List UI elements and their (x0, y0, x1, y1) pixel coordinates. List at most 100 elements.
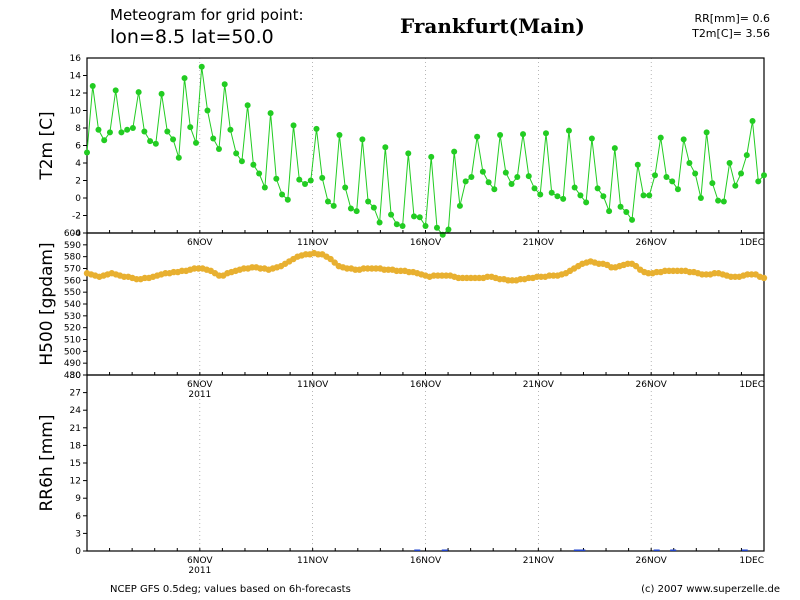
t2m-point (227, 126, 234, 133)
t2m-point (405, 150, 412, 157)
y-tick-label: 580 (64, 253, 81, 263)
t2m-point (451, 148, 458, 155)
x-tick-label: 26NOV (636, 380, 668, 390)
rr-summary: RR[mm]= 0.6 (694, 12, 770, 25)
t2m-point (738, 170, 745, 177)
x-tick-label: 11NOV (297, 556, 329, 566)
t2m-point (623, 209, 630, 215)
t2m-point (238, 158, 245, 165)
t2m-point (164, 128, 171, 135)
x-tick-label: 21NOV (523, 556, 555, 566)
y-tick-label: 21 (70, 424, 81, 434)
y-tick-label: 480 (64, 371, 81, 381)
x-tick-label: 1DEC (739, 238, 764, 248)
t2m-point (514, 174, 521, 180)
t2m-point (663, 174, 670, 180)
t2m-point (250, 161, 257, 168)
t2m-point (393, 221, 400, 228)
rr-bar (579, 549, 586, 551)
panel-frame (86, 374, 765, 552)
y-tick-label: 590 (64, 241, 81, 251)
place-title: Frankfurt(Main) (400, 14, 585, 38)
x-tick-label: 6NOV (187, 238, 213, 248)
y-axis-label: H500 [gpdam] (37, 242, 57, 365)
t2m-point (732, 182, 739, 189)
t2m-point (462, 178, 469, 185)
y-tick-label: 560 (64, 276, 81, 286)
y-tick-label: 15 (70, 459, 81, 469)
t2m-point (210, 135, 217, 142)
h500-point (760, 274, 768, 282)
footer-copyright: (c) 2007 www.superzelle.de (641, 584, 780, 595)
y-tick-label: 570 (64, 265, 81, 275)
rr-bar (414, 549, 421, 551)
t2m-point (497, 132, 504, 138)
t2m-point (198, 63, 205, 70)
y-axis-label: RR6h [mm] (37, 414, 57, 511)
t2m-point (233, 150, 240, 157)
t2m-point (755, 178, 762, 185)
t2m-point (170, 136, 177, 143)
y-tick-label: 24 (70, 406, 82, 416)
y-tick-label: 6 (75, 142, 81, 152)
t2m-point (187, 124, 194, 131)
x-tick-label: 6NOV (187, 556, 213, 566)
t2m-point (715, 197, 722, 204)
x-tick-label: 11NOV (297, 238, 329, 248)
t2m-point (388, 211, 395, 218)
header-line-2: lon=8.5 lat=50.0 (110, 26, 274, 48)
rr-bar (741, 549, 748, 551)
x-tick-label: 26NOV (636, 238, 668, 248)
t2m-point (456, 202, 463, 209)
rr-bar (653, 549, 660, 551)
y-tick-label: 12 (70, 89, 81, 99)
t2m-point (336, 132, 343, 138)
t2m-point (703, 129, 710, 136)
x-tick-label: 16NOV (410, 556, 442, 566)
t2m-point (577, 192, 584, 199)
t2m-point (669, 178, 676, 185)
y-tick-label: 510 (64, 336, 81, 346)
t2m-point (342, 184, 349, 191)
t2m-point (118, 129, 125, 136)
t2m-point (692, 170, 699, 177)
x-tick-label: 16NOV (410, 238, 442, 248)
t2m-point (261, 184, 268, 191)
t2m-point (273, 175, 280, 182)
x-tick-label: 6NOV (187, 380, 213, 390)
t2m-point (485, 179, 492, 186)
t2m-point (370, 204, 377, 211)
t2m-point (548, 189, 555, 196)
t2m-point (554, 193, 561, 200)
t2m-point (221, 81, 228, 88)
t2m-point (542, 130, 549, 137)
t2m-point (158, 90, 165, 97)
y-tick-label: 550 (64, 288, 81, 298)
t2m-point (215, 146, 222, 152)
t2m-point (324, 198, 331, 205)
y-tick-label: 600 (64, 229, 81, 239)
t2m-point (749, 118, 756, 124)
t2m-point (376, 219, 383, 226)
t2m-point (491, 186, 498, 193)
t2m-point (359, 136, 366, 143)
header-line-1: Meteogram for grid point: (110, 6, 304, 24)
x-tick-label: 26NOV (636, 556, 668, 566)
t2m-point (353, 208, 360, 215)
t2m-point (365, 198, 372, 205)
y-tick-label: 3 (75, 529, 81, 539)
t2m-point (267, 110, 274, 117)
t2m-point (646, 192, 653, 199)
t2m-point (640, 192, 647, 199)
y-tick-label: 0 (75, 194, 81, 204)
y-tick-label: 4 (75, 159, 81, 169)
t2m-point (147, 138, 154, 145)
t2m-point (606, 208, 613, 215)
t2m-point (416, 214, 423, 221)
t2m-point (629, 216, 636, 223)
t2m-point (520, 131, 527, 138)
t2m-point (600, 193, 607, 200)
t2m-point (657, 134, 664, 141)
y-tick-label: 27 (70, 389, 81, 399)
t2m-point (112, 87, 119, 94)
